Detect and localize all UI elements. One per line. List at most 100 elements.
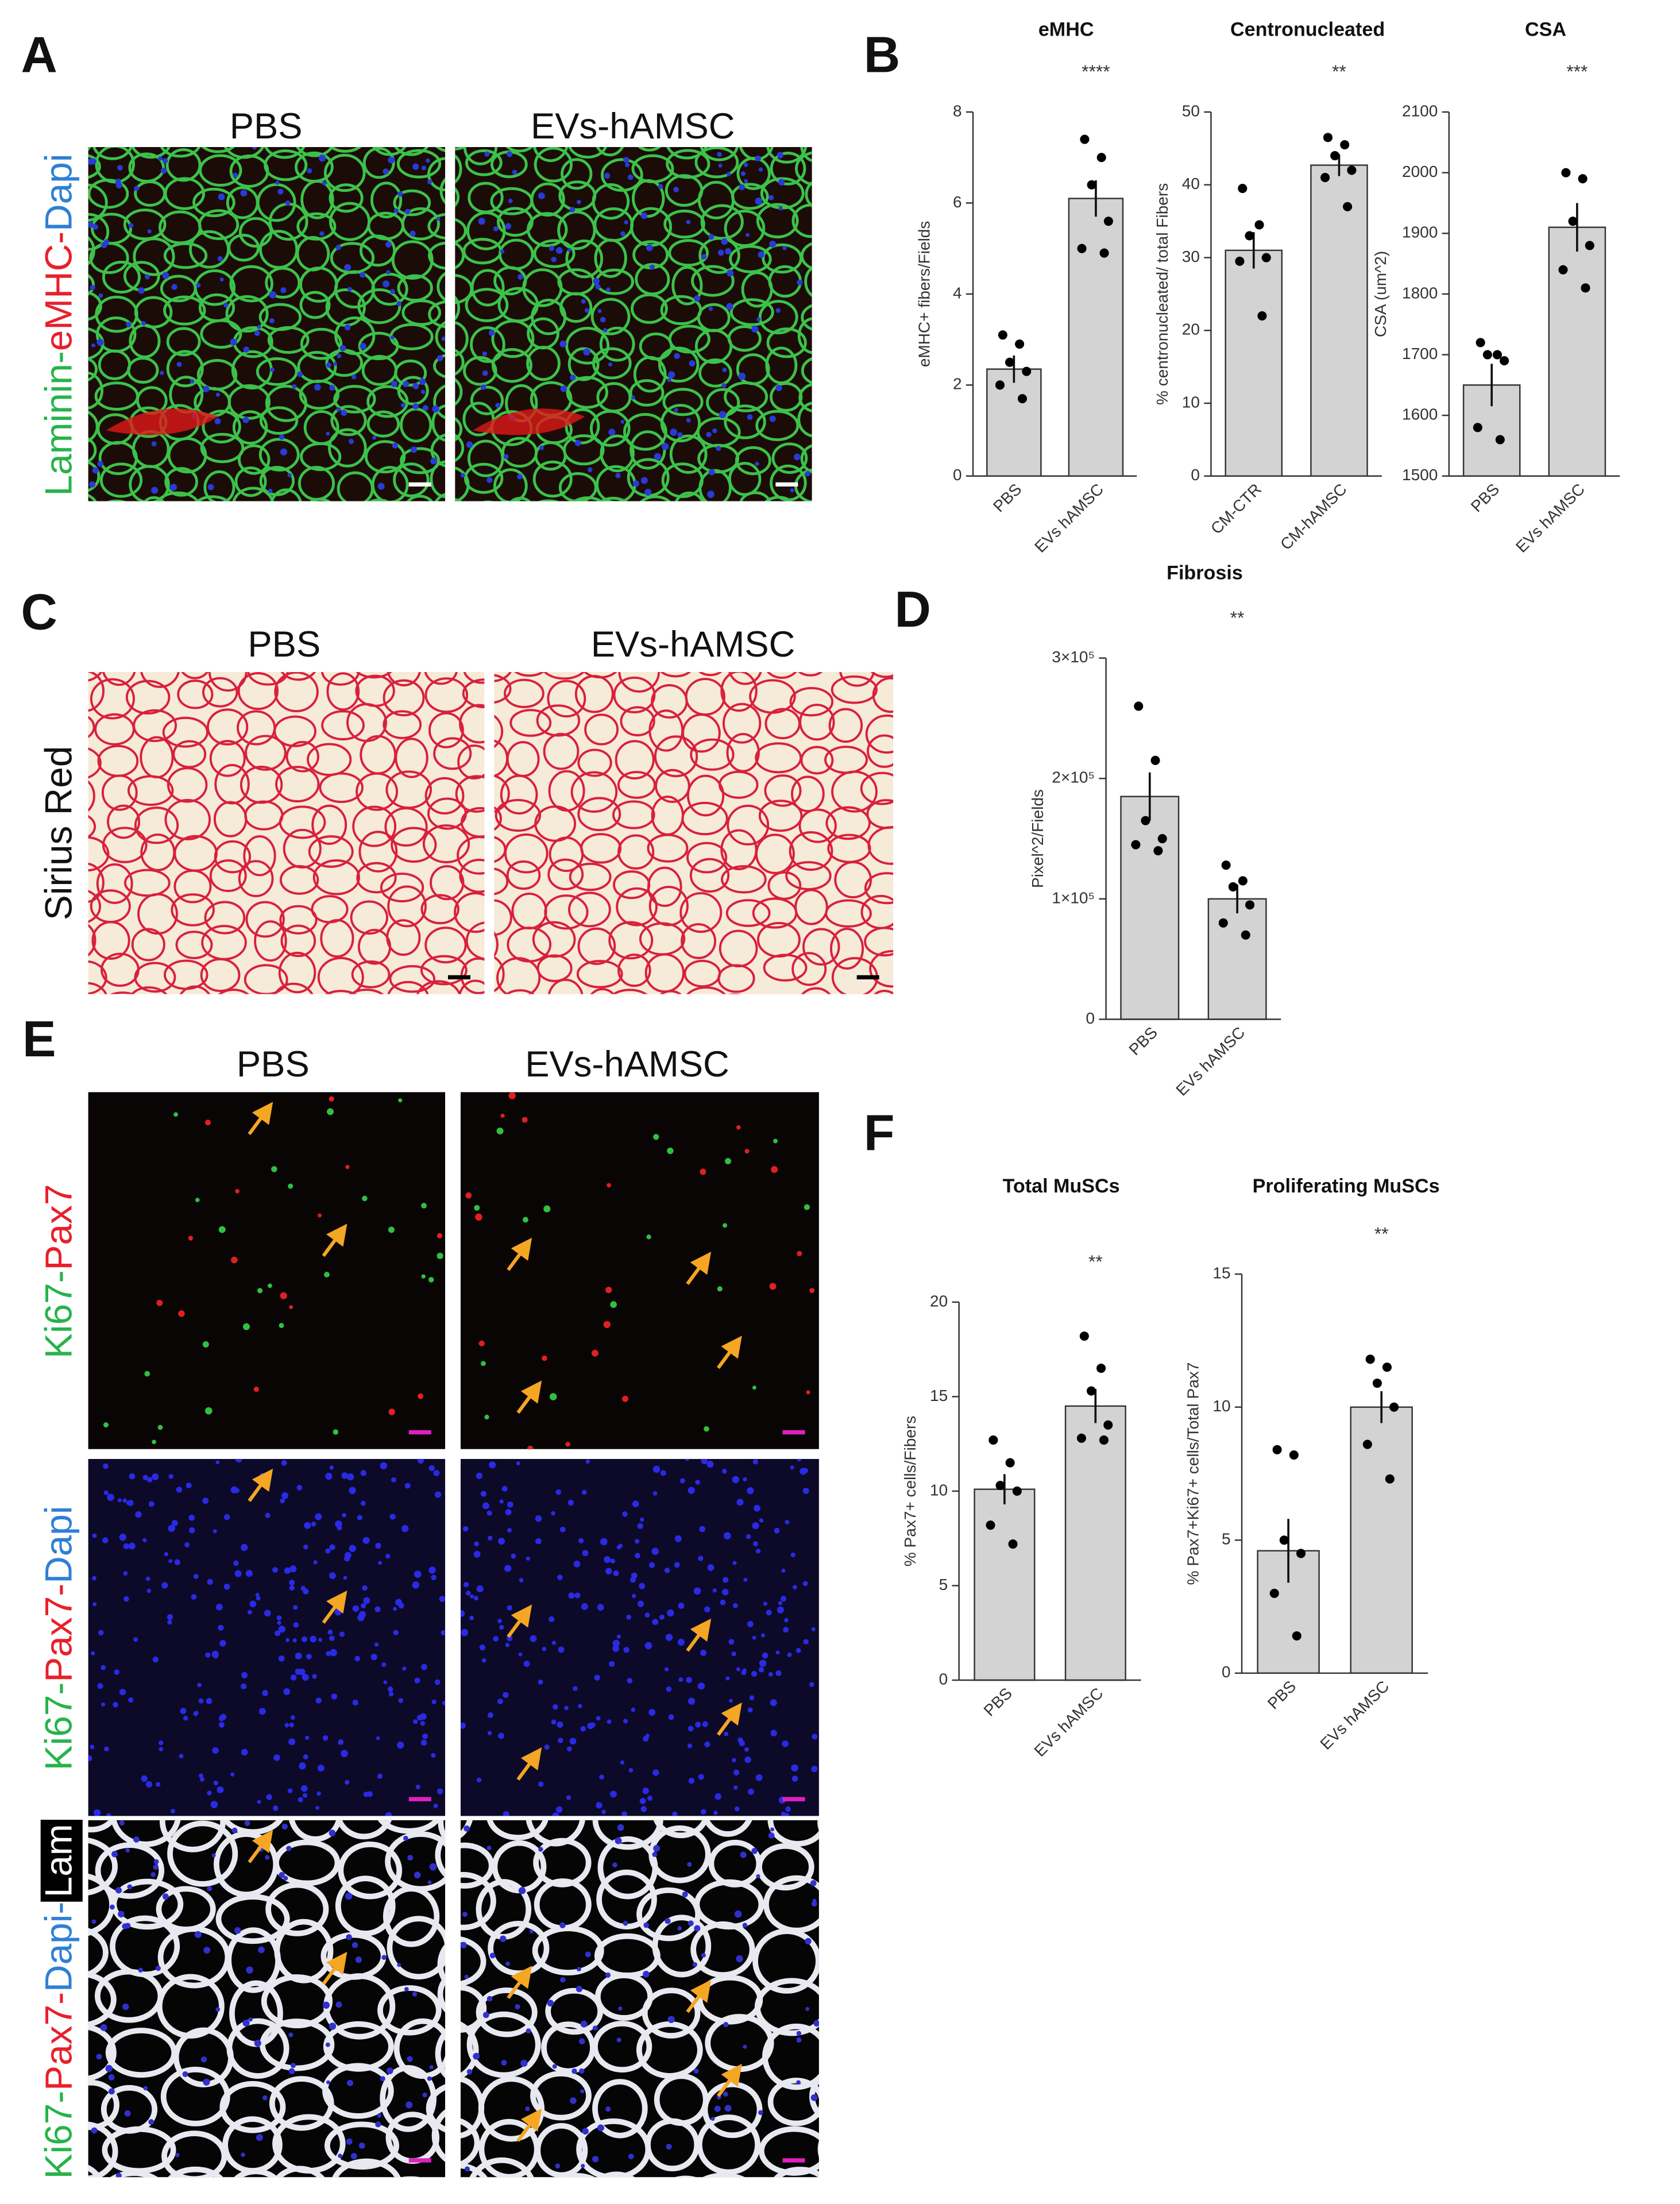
fiber-outline <box>90 678 135 720</box>
nucleus <box>292 1638 297 1643</box>
fiber-outline <box>825 806 871 840</box>
fiber-outline <box>88 747 102 779</box>
fiber-outline <box>437 272 446 302</box>
fiber-outline <box>467 439 504 477</box>
data-point <box>1382 1362 1392 1372</box>
data-point <box>1343 202 1353 211</box>
fiber-outline <box>420 894 459 925</box>
nucleus <box>346 2079 354 2086</box>
fiber-outline <box>580 833 622 864</box>
column-title: EVs-hAMSC <box>531 106 735 146</box>
arrow <box>716 1702 742 1736</box>
fiber-outline <box>632 179 665 218</box>
arrow <box>507 1604 532 1638</box>
fiber-outline <box>243 835 276 877</box>
nucleus <box>604 172 611 179</box>
fiber-outline <box>800 746 834 775</box>
data-point <box>1221 860 1231 870</box>
data-point <box>1099 248 1109 258</box>
nucleus <box>802 1488 809 1494</box>
fiber-outline <box>905 842 943 870</box>
nucleus <box>214 1654 218 1659</box>
nucleus <box>316 1791 321 1796</box>
nucleus <box>326 362 331 368</box>
nucleus <box>388 1692 394 1697</box>
fiber-outline <box>618 672 661 693</box>
stain-label-part: Pax7- <box>37 1992 80 2091</box>
nucleus <box>464 2166 470 2172</box>
nucleus <box>235 1458 242 1463</box>
fiber-outline <box>589 410 631 447</box>
nucleus <box>207 1578 213 1585</box>
nucleus <box>639 1582 646 1589</box>
fiber-outline <box>592 2020 652 2073</box>
nucleus <box>396 301 402 307</box>
fiber-outline <box>356 672 392 679</box>
nucleus <box>241 1543 248 1551</box>
nucleus <box>654 453 661 461</box>
nucleus <box>338 2153 342 2159</box>
fiber-outline <box>107 499 126 501</box>
fiber-outline <box>422 824 470 863</box>
nucleus <box>623 1719 628 1724</box>
nucleus <box>686 418 691 423</box>
nucleus <box>768 195 774 200</box>
nucleus <box>280 1292 287 1299</box>
nucleus <box>193 1574 199 1579</box>
fiber-outline <box>758 300 798 335</box>
nucleus <box>91 1651 95 1655</box>
nucleus <box>431 1753 436 1758</box>
nucleus <box>212 1747 219 1754</box>
nucleus <box>728 1639 735 1645</box>
nucleus <box>731 1651 736 1657</box>
nucleus <box>90 285 95 291</box>
nucleus <box>363 1792 369 1797</box>
nucleus <box>506 151 513 157</box>
fiber-outline <box>88 213 110 251</box>
nucleus <box>324 1272 330 1277</box>
nucleus <box>283 1875 288 1881</box>
nucleus <box>360 1500 366 1506</box>
nucleus <box>544 1744 550 1750</box>
nucleus <box>207 484 214 491</box>
nucleus <box>314 384 321 391</box>
nucleus <box>498 1732 505 1739</box>
fiber-outline <box>798 383 812 412</box>
nucleus <box>404 1483 411 1489</box>
nucleus <box>592 2156 599 2163</box>
nucleus <box>666 2144 672 2150</box>
nucleus <box>326 2080 330 2085</box>
nucleus <box>407 1855 414 1861</box>
fiber-outline <box>164 467 198 497</box>
nucleus <box>257 1288 263 1294</box>
fiber-outline <box>127 775 174 806</box>
nucleus <box>747 1707 753 1713</box>
nucleus <box>487 1712 493 1718</box>
nucleus <box>90 158 96 165</box>
data-point <box>1347 165 1357 175</box>
fiber-outline <box>111 1878 184 1930</box>
nucleus <box>716 446 721 451</box>
fiber-outline <box>206 708 249 746</box>
nucleus <box>729 1699 733 1703</box>
nucleus <box>667 378 671 383</box>
nucleus <box>505 223 512 230</box>
nucleus <box>500 1935 507 1942</box>
fiber-outline <box>459 858 485 893</box>
nucleus <box>805 2006 810 2011</box>
fiber-outline <box>335 1875 396 1936</box>
nucleus <box>160 370 164 375</box>
nucleus <box>264 1609 271 1617</box>
fiber-outline <box>572 496 604 501</box>
fiber-outline <box>509 496 531 501</box>
nucleus <box>576 1985 583 1993</box>
fiber-outline <box>596 1869 657 1930</box>
nucleus <box>289 1580 295 1586</box>
data-point <box>1279 1535 1289 1545</box>
nucleus <box>501 2060 507 2066</box>
fiber-outline <box>756 1843 814 1891</box>
fiber-outline <box>311 804 347 845</box>
nucleus <box>252 146 257 150</box>
nucleus <box>693 2068 699 2074</box>
fiber-outline <box>594 238 627 278</box>
